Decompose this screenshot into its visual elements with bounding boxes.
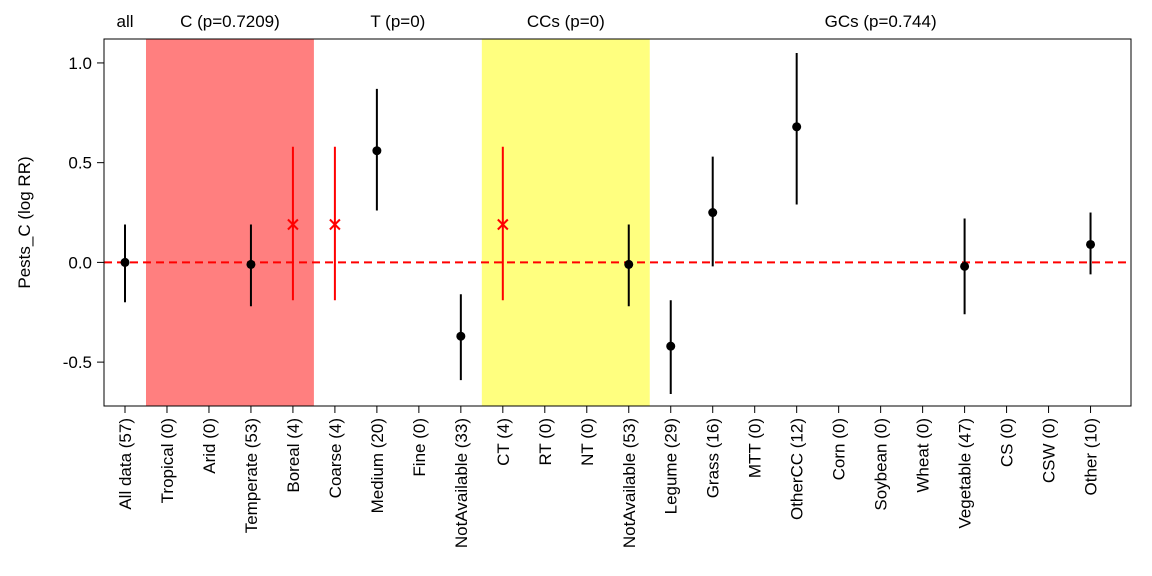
x-category-label: Fine (0): [410, 418, 429, 477]
x-category-label: OtherCC (12): [788, 418, 807, 520]
x-category-label: Tropical (0): [158, 418, 177, 503]
x-category-label: Vegetable (47): [956, 418, 975, 529]
x-category-label: Legume (29): [662, 418, 681, 514]
x-category-label: CS (0): [998, 418, 1017, 467]
x-category-label: NotAvailable (33): [452, 418, 471, 548]
x-category-label: Coarse (4): [326, 418, 345, 498]
data-point: [624, 259, 634, 269]
y-axis-title: Pests_C (log RR): [15, 156, 34, 288]
x-category-label: Boreal (4): [284, 418, 303, 493]
data-point: [1086, 239, 1096, 249]
data-marks-layer: [120, 52, 1096, 395]
data-point: [666, 341, 676, 351]
y-tick-label: 1.0: [68, 54, 92, 73]
x-category-label: CT (4): [494, 418, 513, 466]
data-point: [372, 146, 382, 156]
x-category-label: Arid (0): [200, 418, 219, 474]
data-point: [120, 257, 130, 267]
plot-frame: [103, 38, 1132, 407]
group-label: T (p=0): [370, 12, 425, 31]
x-category-label: RT (0): [536, 418, 555, 466]
x-axis: All data (57) Tropical (0) Arid (0) Tempera…: [116, 406, 1101, 548]
y-tick-label: 0.0: [68, 253, 92, 272]
data-point: [960, 261, 970, 271]
x-category-label: Other (10): [1082, 418, 1101, 495]
group-label: all: [116, 12, 133, 31]
group-shading-layer: [145, 39, 650, 406]
x-category-label: All data (57): [116, 418, 135, 510]
data-point: [708, 208, 718, 218]
x-category-label: Grass (16): [704, 418, 723, 498]
x-category-label: Wheat (0): [914, 418, 933, 493]
cross-stroke: [287, 218, 299, 231]
x-category-label: Corn (0): [830, 418, 849, 480]
group-shade: [145, 39, 314, 406]
data-point: [792, 122, 802, 132]
x-category-label: Soybean (0): [872, 418, 891, 511]
group-label: GCs (p=0.744): [825, 12, 937, 31]
data-point-cross: [329, 218, 341, 231]
cross-stroke: [329, 218, 341, 231]
group-label: CCs (p=0): [527, 12, 605, 31]
cross-stroke: [497, 218, 509, 231]
x-category-label: Temperate (53): [242, 418, 261, 533]
y-tick-label: -0.5: [63, 353, 92, 372]
data-point: [456, 331, 466, 341]
y-tick-label: 0.5: [68, 154, 92, 173]
x-category-label: CSW (0): [1040, 418, 1059, 483]
data-point: [246, 259, 256, 269]
data-point-cross: [497, 218, 509, 231]
x-category-label: NotAvailable (53): [620, 418, 639, 548]
x-category-label: MTT (0): [746, 418, 765, 478]
group-labels: all C (p=0.7209) T (p=0) CCs (p=0) GCs (p=0.…: [116, 12, 936, 31]
group-shade: [481, 39, 650, 406]
y-axis: -0.5 0.0 0.5 1.0: [63, 54, 104, 372]
data-point-cross: [287, 218, 299, 231]
x-category-label: NT (0): [578, 418, 597, 466]
x-category-label: Medium (20): [368, 418, 387, 513]
group-label: C (p=0.7209): [180, 12, 280, 31]
